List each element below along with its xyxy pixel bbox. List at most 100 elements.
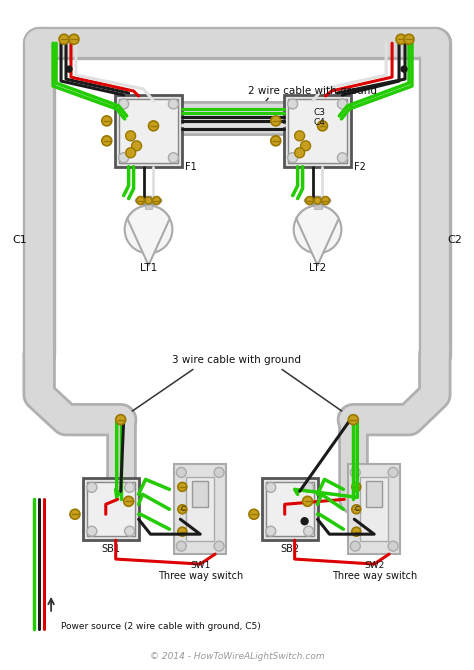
- Bar: [366, 481, 382, 507]
- Circle shape: [294, 206, 341, 253]
- Circle shape: [69, 34, 79, 44]
- Circle shape: [288, 99, 298, 109]
- Circle shape: [401, 66, 407, 72]
- Circle shape: [125, 482, 135, 492]
- Bar: [288, 99, 347, 163]
- Circle shape: [304, 482, 313, 492]
- Text: F1: F1: [185, 161, 197, 172]
- Bar: [284, 95, 351, 167]
- Circle shape: [271, 116, 281, 126]
- Circle shape: [266, 482, 276, 492]
- Text: F2: F2: [354, 161, 366, 172]
- Text: C2: C2: [447, 235, 462, 245]
- Circle shape: [214, 468, 224, 478]
- Bar: [348, 464, 400, 554]
- Circle shape: [168, 99, 178, 109]
- Circle shape: [70, 509, 80, 519]
- Circle shape: [337, 99, 347, 109]
- Circle shape: [125, 206, 173, 253]
- Text: C4: C4: [313, 119, 326, 127]
- Text: 2 wire cable with ground: 2 wire cable with ground: [248, 86, 377, 96]
- Circle shape: [396, 34, 406, 44]
- Text: LT1: LT1: [140, 263, 157, 273]
- Bar: [87, 482, 135, 536]
- Circle shape: [288, 153, 298, 163]
- Circle shape: [137, 196, 145, 204]
- Circle shape: [153, 196, 161, 204]
- Ellipse shape: [136, 196, 162, 204]
- Circle shape: [124, 496, 134, 507]
- Bar: [186, 478, 214, 541]
- Polygon shape: [296, 206, 339, 265]
- Text: SW2: SW2: [364, 561, 384, 570]
- Bar: [145, 200, 153, 208]
- Circle shape: [352, 505, 361, 514]
- Circle shape: [118, 153, 128, 163]
- Bar: [83, 478, 138, 540]
- Circle shape: [352, 527, 361, 536]
- Text: SB2: SB2: [280, 544, 299, 554]
- Circle shape: [304, 526, 313, 536]
- Text: C: C: [355, 507, 359, 513]
- Circle shape: [168, 153, 178, 163]
- Circle shape: [116, 415, 126, 425]
- Circle shape: [126, 148, 136, 157]
- Circle shape: [337, 153, 347, 163]
- Bar: [192, 481, 208, 507]
- Bar: [266, 482, 313, 536]
- Text: Power source (2 wire cable with ground, C5): Power source (2 wire cable with ground, …: [61, 622, 261, 631]
- Bar: [118, 99, 178, 163]
- Circle shape: [145, 197, 152, 204]
- Bar: [313, 200, 321, 208]
- Circle shape: [132, 141, 142, 151]
- Circle shape: [404, 34, 414, 44]
- Circle shape: [102, 136, 112, 146]
- Circle shape: [178, 527, 187, 536]
- Circle shape: [348, 415, 358, 425]
- Circle shape: [306, 196, 313, 204]
- Circle shape: [302, 496, 312, 507]
- Circle shape: [388, 468, 398, 478]
- Text: C1: C1: [12, 235, 27, 245]
- Circle shape: [266, 526, 276, 536]
- Bar: [360, 478, 388, 541]
- Circle shape: [301, 141, 310, 151]
- Circle shape: [301, 518, 308, 525]
- Text: Three way switch: Three way switch: [157, 571, 243, 581]
- Text: SB1: SB1: [101, 544, 120, 554]
- Circle shape: [295, 131, 305, 141]
- Circle shape: [102, 116, 112, 126]
- Bar: [115, 95, 182, 167]
- Circle shape: [118, 99, 128, 109]
- Ellipse shape: [305, 196, 330, 204]
- Text: © 2014 - HowToWireALightSwitch.com: © 2014 - HowToWireALightSwitch.com: [150, 652, 324, 661]
- Circle shape: [295, 148, 305, 157]
- Circle shape: [178, 482, 187, 491]
- Text: LT2: LT2: [309, 263, 326, 273]
- Text: C3: C3: [313, 109, 326, 117]
- Circle shape: [249, 509, 259, 519]
- Text: SW1: SW1: [190, 561, 210, 570]
- Text: Three way switch: Three way switch: [332, 571, 417, 581]
- Circle shape: [125, 526, 135, 536]
- Bar: [262, 478, 318, 540]
- Circle shape: [271, 136, 281, 146]
- Circle shape: [350, 468, 360, 478]
- Circle shape: [178, 505, 187, 514]
- Circle shape: [388, 541, 398, 551]
- Circle shape: [87, 482, 97, 492]
- Circle shape: [176, 468, 186, 478]
- Circle shape: [352, 482, 361, 491]
- Circle shape: [59, 34, 69, 44]
- Polygon shape: [127, 206, 170, 265]
- Circle shape: [176, 541, 186, 551]
- Text: 3 wire cable with ground: 3 wire cable with ground: [173, 355, 301, 365]
- Circle shape: [214, 541, 224, 551]
- Bar: [174, 464, 226, 554]
- Circle shape: [87, 526, 97, 536]
- Circle shape: [126, 131, 136, 141]
- Circle shape: [318, 121, 328, 131]
- Circle shape: [148, 121, 158, 131]
- Circle shape: [321, 196, 329, 204]
- Circle shape: [350, 541, 360, 551]
